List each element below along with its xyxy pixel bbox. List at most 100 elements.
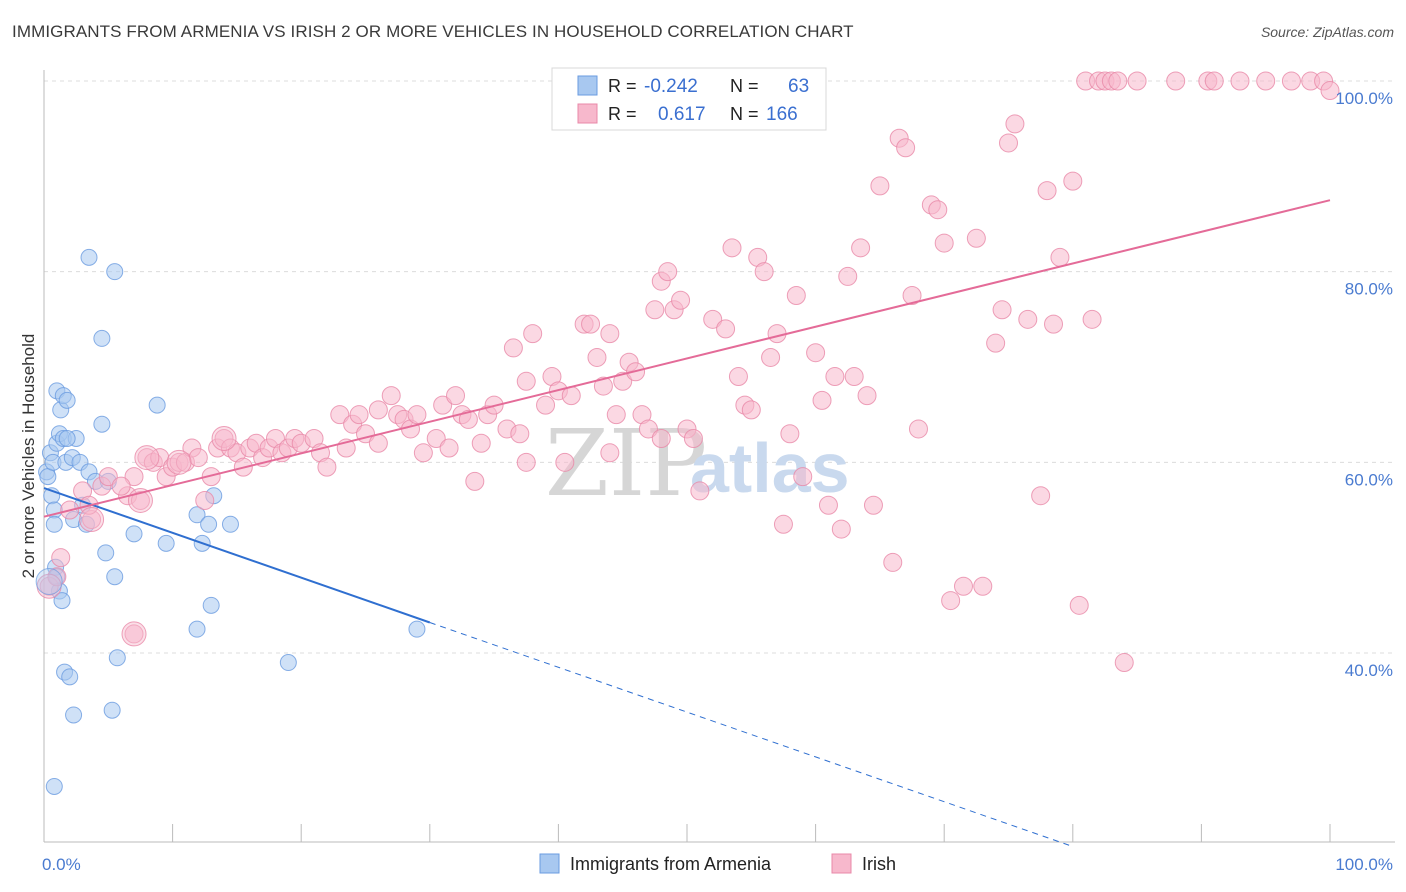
point-armenia — [93, 415, 111, 433]
y-tick-label: 80.0% — [1345, 280, 1393, 299]
point-irish — [953, 576, 973, 596]
point-irish — [651, 429, 671, 448]
point-irish — [754, 262, 774, 282]
point-irish — [703, 309, 723, 329]
point-irish — [98, 467, 118, 487]
point-irish — [510, 424, 530, 444]
point-armenia — [45, 515, 63, 533]
trend-line-irish — [43, 199, 1331, 518]
point-irish — [1166, 71, 1186, 91]
point-irish — [857, 386, 877, 406]
point-irish — [908, 419, 928, 439]
point-irish — [896, 138, 916, 158]
point-irish — [593, 376, 613, 396]
point-irish — [1018, 309, 1038, 329]
bottom-legend-irish: Irish — [862, 854, 896, 874]
bottom-legend: Immigrants from Armenia Irish — [539, 853, 896, 874]
point-armenia — [106, 263, 124, 281]
point-irish — [902, 286, 922, 305]
point-irish — [851, 238, 871, 258]
tick-labels: 40.0% 60.0% 80.0% 100.0% 0.0% 100.0% — [42, 89, 1393, 874]
point-irish — [1204, 71, 1224, 91]
point-armenia — [58, 391, 76, 409]
point-armenia — [148, 396, 166, 414]
point-irish-large — [134, 445, 160, 471]
data-points — [35, 71, 1340, 795]
point-armenia — [279, 654, 297, 672]
point-irish — [536, 395, 556, 415]
point-armenia — [103, 701, 121, 719]
point-irish — [1114, 653, 1134, 673]
point-irish-large — [121, 621, 147, 647]
point-irish — [1005, 114, 1025, 134]
legend-box: R = -0.242 N = 63 R = 0.617 N = 166 — [551, 67, 827, 131]
point-irish — [722, 238, 742, 258]
point-irish — [716, 319, 736, 339]
point-irish — [1281, 71, 1301, 91]
point-irish — [741, 400, 761, 420]
legend-r-label-1: R = — [608, 76, 637, 96]
point-irish — [368, 433, 388, 453]
point-irish — [767, 324, 787, 344]
point-irish — [999, 133, 1018, 153]
point-armenia — [61, 668, 79, 686]
bottom-legend-armenia: Immigrants from Armenia — [570, 854, 772, 874]
point-irish — [201, 467, 221, 487]
trend-line-armenia — [43, 487, 431, 624]
point-irish — [941, 591, 961, 611]
point-irish — [606, 405, 626, 425]
point-irish — [111, 476, 131, 496]
point-armenia — [108, 649, 126, 667]
point-armenia — [188, 620, 206, 638]
point-irish — [381, 386, 401, 406]
point-irish — [188, 448, 208, 468]
point-irish — [870, 176, 890, 196]
point-irish — [124, 624, 144, 644]
point-irish — [671, 290, 691, 310]
point-irish — [806, 343, 826, 363]
point-armenia — [65, 706, 83, 724]
point-irish — [1050, 247, 1070, 267]
point-irish — [523, 324, 543, 344]
point-irish-large — [211, 426, 237, 451]
point-irish — [818, 495, 838, 515]
point-irish — [1082, 309, 1102, 329]
point-irish — [780, 424, 800, 444]
point-armenia-large — [35, 568, 63, 595]
legend-swatch-irish — [577, 103, 598, 124]
x-tick-label: 100.0% — [1335, 855, 1393, 874]
point-armenia — [221, 515, 239, 533]
point-irish — [883, 552, 903, 572]
point-irish — [1127, 71, 1147, 91]
source-label: Source: ZipAtlas.com — [1260, 24, 1394, 40]
point-armenia — [188, 506, 206, 524]
point-armenia — [93, 329, 111, 347]
point-irish — [465, 471, 485, 491]
point-irish — [439, 438, 459, 458]
point-irish — [555, 452, 575, 472]
point-irish — [600, 443, 620, 463]
point-irish — [1063, 171, 1083, 191]
bottom-legend-swatch-armenia — [539, 853, 560, 874]
point-irish — [786, 286, 806, 305]
point-irish — [728, 367, 748, 387]
point-armenia — [157, 534, 175, 552]
point-irish — [1320, 81, 1340, 101]
legend-n-value-2: 166 — [766, 104, 798, 125]
point-irish — [638, 419, 658, 439]
point-irish — [1069, 595, 1089, 615]
point-armenia — [58, 430, 76, 447]
point-irish — [793, 467, 813, 487]
point-irish — [690, 481, 710, 501]
point-irish — [516, 452, 536, 472]
point-irish — [831, 519, 851, 539]
point-irish — [773, 514, 793, 534]
point-irish — [426, 429, 446, 448]
point-irish — [1108, 71, 1128, 91]
legend-n-label-1: N = — [730, 76, 759, 96]
point-irish — [683, 429, 703, 448]
point-irish — [966, 228, 986, 248]
y-tick-label: 100.0% — [1335, 89, 1393, 108]
point-irish — [458, 409, 478, 429]
point-irish-large — [79, 507, 105, 533]
